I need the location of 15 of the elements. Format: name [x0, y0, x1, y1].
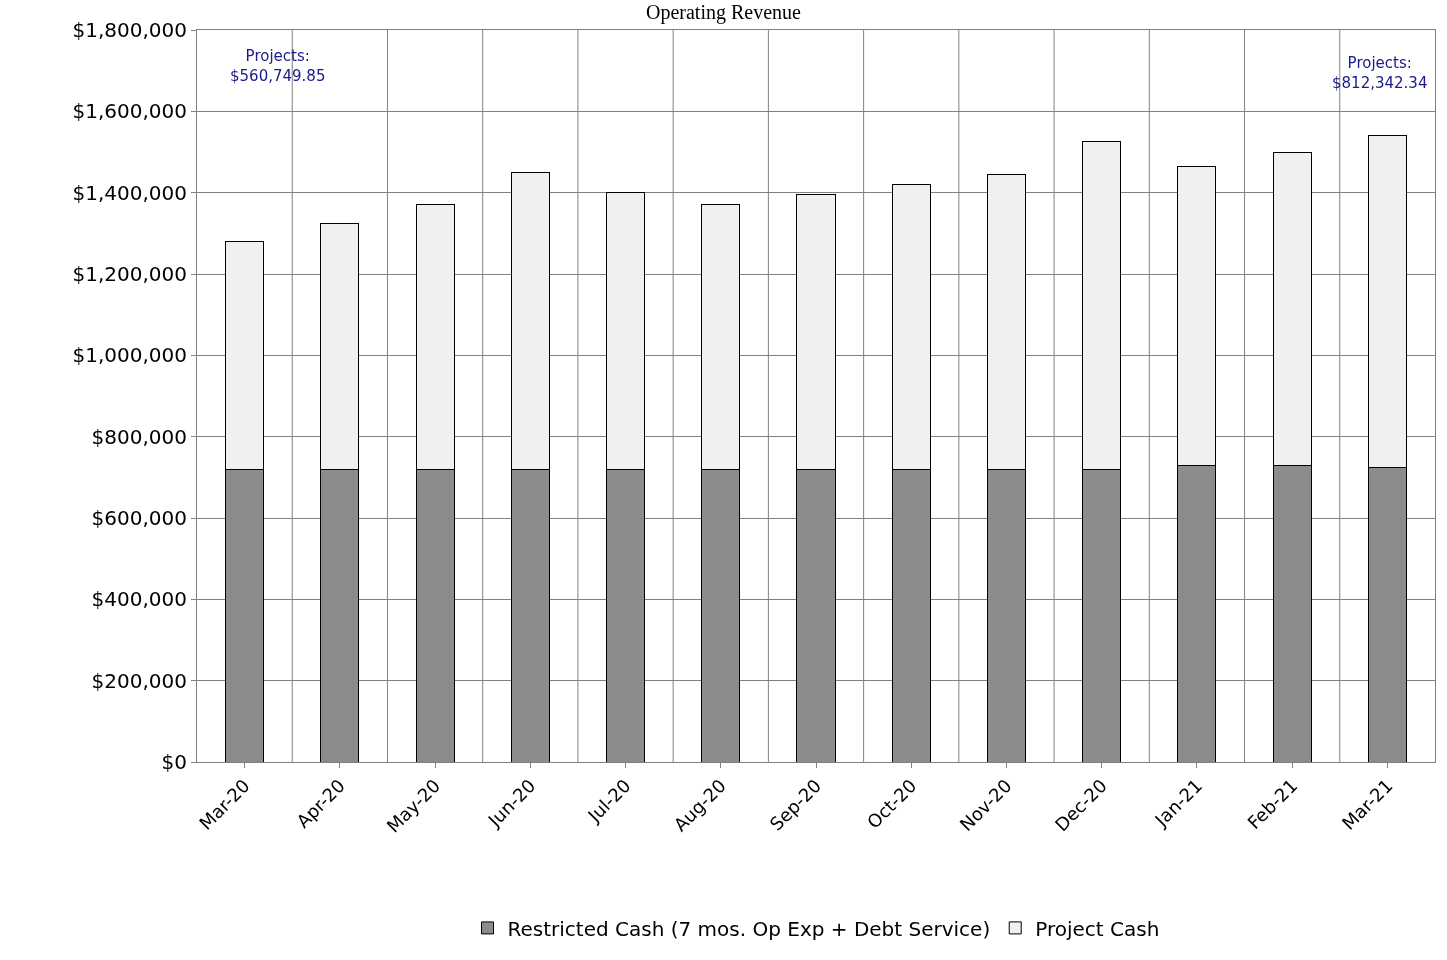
annotation: Projects: $812,342.34 [1332, 54, 1428, 92]
chart-title: Operating Revenue [646, 0, 802, 24]
y-tick-label: $600,000 [91, 506, 187, 530]
y-tick-label: $0 [161, 750, 187, 774]
y-tick-label: $1,600,000 [72, 99, 187, 124]
annotation: Projects: $560,749.85 [230, 47, 326, 85]
y-tick-label: $200,000 [91, 668, 187, 693]
y-tick-label: $1,800,000 [72, 18, 187, 42]
y-tick-label: $1,400,000 [72, 180, 187, 205]
y-tick-label: $400,000 [91, 587, 187, 612]
y-tick-label: $1,200,000 [72, 262, 187, 286]
legend-label: Project Cash [1035, 916, 1160, 941]
legend-label: Restricted Cash (7 mos. Op Exp + Debt Service) [507, 916, 991, 941]
y-tick-label: $1,000,000 [72, 343, 187, 368]
y-tick-label: $800,000 [91, 424, 187, 449]
